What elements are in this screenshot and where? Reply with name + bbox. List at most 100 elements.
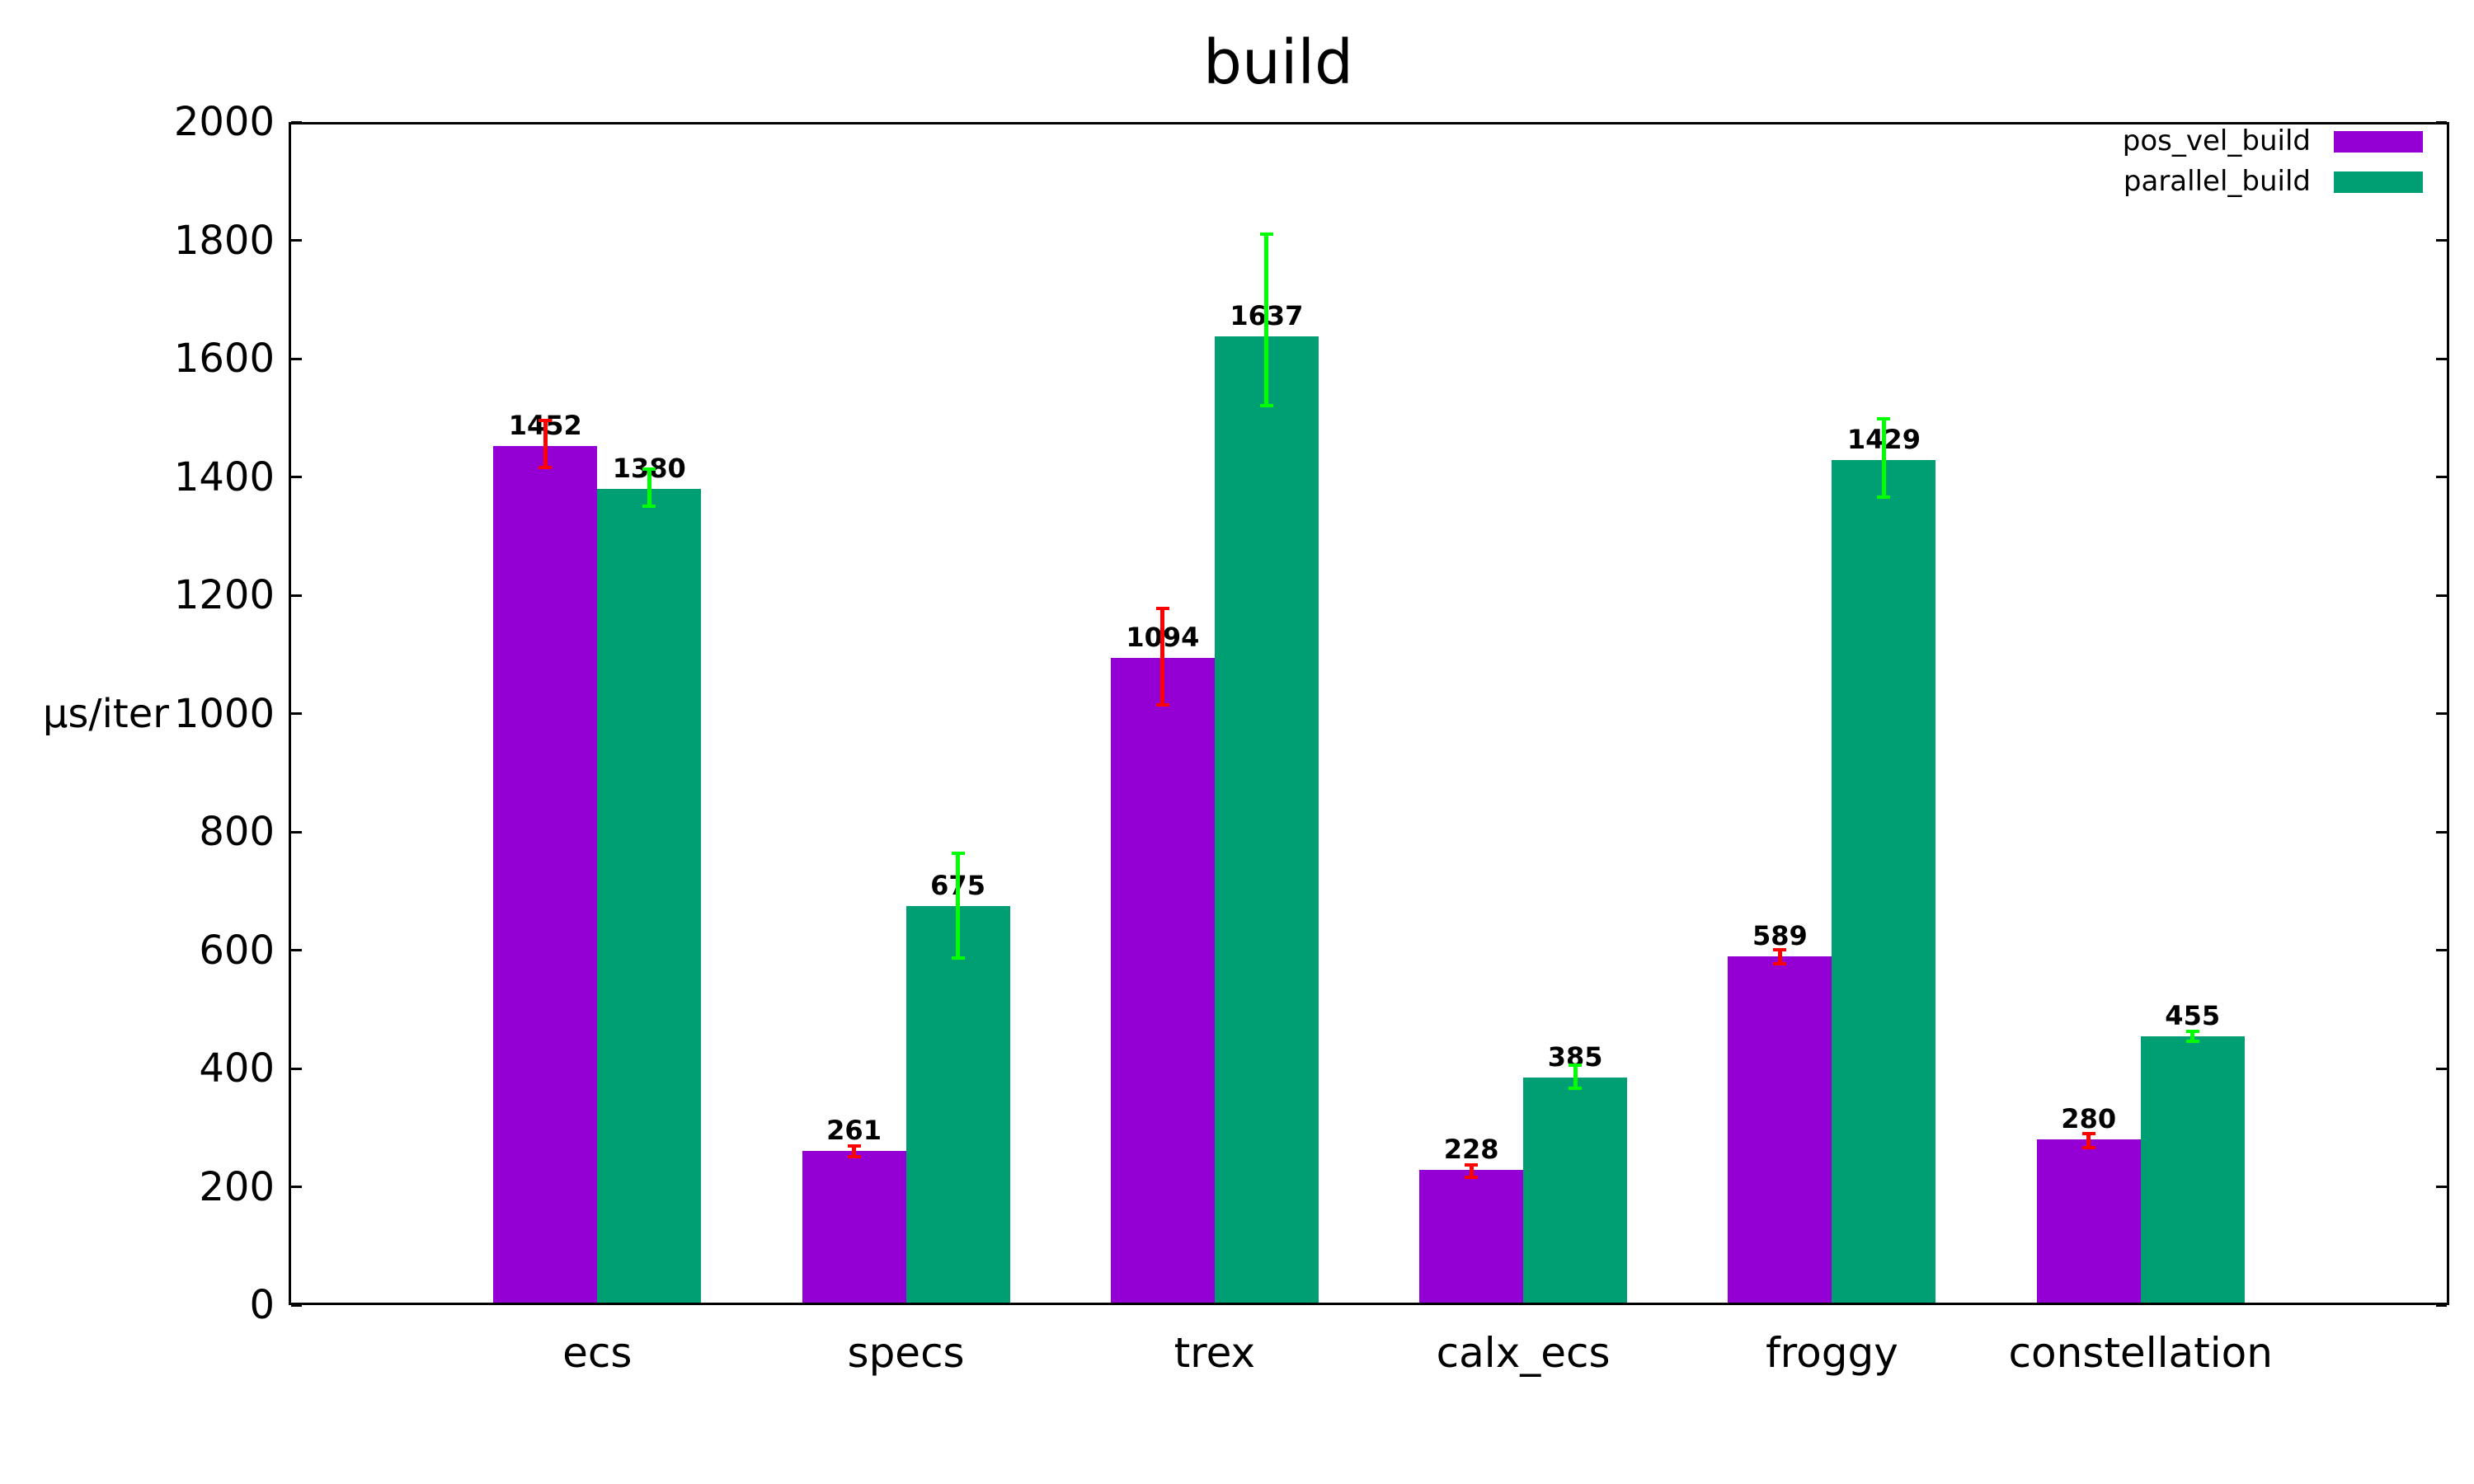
legend: pos_vel_build parallel_build — [2122, 124, 2423, 199]
bar-parallel_build-constellation — [2140, 1036, 2245, 1305]
error-bar-cap-bottom-parallel_build-calx_ecs — [1569, 1086, 1583, 1090]
error-bar-cap-bottom-pos_vel_build-specs — [847, 1154, 861, 1158]
bar-pos_vel_build-specs — [802, 1150, 906, 1305]
y-tick-label-1600: 1600 — [173, 336, 275, 382]
x-category-label-specs: specs — [847, 1329, 965, 1377]
error-bar-parallel_build-constellation — [2190, 1031, 2195, 1041]
error-bar-parallel_build-trex — [1264, 234, 1269, 406]
y-tick-mark-right-800 — [2436, 830, 2447, 834]
error-bar-cap-bottom-parallel_build-trex — [1259, 404, 1273, 408]
legend-swatch-parallel-build — [2334, 171, 2423, 193]
error-bar-cap-top-parallel_build-calx_ecs — [1569, 1063, 1583, 1067]
y-tick-mark-right-600 — [2436, 949, 2447, 951]
y-tick-mark-right-200 — [2436, 1186, 2447, 1188]
bar-pos_vel_build-constellation — [2036, 1139, 2141, 1305]
x-category-label-trex: trex — [1174, 1329, 1256, 1377]
value-label-pos_vel_build-constellation: 280 — [2061, 1103, 2117, 1135]
y-tick-label-200: 200 — [199, 1163, 275, 1210]
y-tick-mark-right-1000 — [2436, 712, 2447, 715]
error-bar-parallel_build-ecs — [647, 469, 651, 507]
error-bar-cap-bottom-pos_vel_build-calx_ecs — [1465, 1176, 1479, 1180]
value-label-pos_vel_build-specs: 261 — [826, 1114, 882, 1146]
error-bar-cap-top-parallel_build-froggy — [1877, 417, 1891, 421]
y-tick-label-400: 400 — [199, 1045, 275, 1092]
x-category-label-ecs: ecs — [562, 1329, 633, 1377]
error-bar-pos_vel_build-froggy — [1777, 949, 1782, 964]
y-tick-mark-left-600 — [291, 949, 302, 951]
y-tick-mark-right-0 — [2436, 1303, 2447, 1307]
bar-pos_vel_build-ecs — [493, 446, 598, 1305]
error-bar-cap-top-parallel_build-trex — [1259, 232, 1273, 237]
y-tick-mark-right-1600 — [2436, 357, 2447, 360]
error-bar-cap-top-pos_vel_build-ecs — [539, 418, 553, 422]
error-bar-cap-bottom-pos_vel_build-trex — [1155, 702, 1169, 707]
y-tick-mark-left-1200 — [291, 594, 302, 597]
y-axis-label: µs/iter — [42, 691, 169, 737]
legend-item-pos-vel-build: pos_vel_build — [2122, 124, 2423, 157]
x-category-label-froggy: froggy — [1766, 1329, 1898, 1377]
error-bar-pos_vel_build-constellation — [2086, 1133, 2091, 1148]
bar-parallel_build-calx_ecs — [1523, 1077, 1628, 1305]
y-tick-mark-left-200 — [291, 1186, 302, 1188]
y-tick-label-1200: 1200 — [173, 572, 275, 618]
error-bar-cap-top-parallel_build-constellation — [2185, 1029, 2199, 1033]
error-bar-parallel_build-froggy — [1881, 419, 1886, 497]
error-bar-cap-bottom-pos_vel_build-ecs — [539, 466, 553, 470]
x-category-label-calx_ecs: calx_ecs — [1436, 1329, 1611, 1377]
y-tick-mark-right-1200 — [2436, 594, 2447, 597]
bar-parallel_build-ecs — [597, 488, 702, 1305]
y-tick-mark-left-0 — [291, 1303, 302, 1307]
y-tick-mark-right-2000 — [2436, 120, 2447, 124]
bar-pos_vel_build-calx_ecs — [1419, 1170, 1524, 1305]
y-tick-label-1000: 1000 — [173, 690, 275, 737]
y-tick-label-600: 600 — [199, 927, 275, 974]
y-tick-mark-right-1400 — [2436, 476, 2447, 478]
bar-pos_vel_build-trex — [1110, 658, 1215, 1305]
y-tick-label-800: 800 — [199, 809, 275, 855]
y-tick-label-2000: 2000 — [173, 99, 275, 145]
y-tick-mark-left-1000 — [291, 712, 302, 715]
value-label-parallel_build-constellation: 455 — [2165, 999, 2221, 1031]
bar-parallel_build-trex — [1214, 336, 1319, 1305]
error-bar-cap-top-pos_vel_build-calx_ecs — [1465, 1162, 1479, 1167]
error-bar-cap-bottom-pos_vel_build-froggy — [1773, 962, 1787, 965]
error-bar-parallel_build-specs — [956, 852, 961, 958]
error-bar-cap-top-parallel_build-specs — [951, 851, 965, 855]
legend-swatch-pos-vel-build — [2334, 130, 2423, 153]
bar-parallel_build-froggy — [1832, 459, 1936, 1305]
chart-title: build — [1203, 27, 1353, 98]
error-bar-cap-bottom-parallel_build-froggy — [1877, 495, 1891, 499]
value-label-pos_vel_build-calx_ecs: 228 — [1443, 1134, 1499, 1166]
legend-label-parallel-build: parallel_build — [2123, 165, 2311, 199]
error-bar-cap-bottom-pos_vel_build-constellation — [2081, 1146, 2095, 1150]
y-tick-mark-left-400 — [291, 1067, 302, 1070]
error-bar-parallel_build-calx_ecs — [1573, 1064, 1578, 1088]
y-tick-label-0: 0 — [249, 1282, 275, 1328]
y-tick-label-1800: 1800 — [173, 217, 275, 264]
error-bar-cap-bottom-parallel_build-specs — [951, 956, 965, 960]
error-bar-cap-top-pos_vel_build-froggy — [1773, 947, 1787, 951]
x-category-label-constellation: constellation — [2008, 1329, 2273, 1377]
error-bar-cap-bottom-parallel_build-ecs — [642, 505, 656, 509]
error-bar-pos_vel_build-specs — [852, 1145, 857, 1157]
y-tick-mark-left-1600 — [291, 357, 302, 360]
y-tick-mark-right-1800 — [2436, 239, 2447, 242]
y-tick-mark-left-1800 — [291, 239, 302, 242]
error-bar-cap-top-pos_vel_build-specs — [847, 1144, 861, 1148]
y-tick-label-1400: 1400 — [173, 453, 275, 500]
legend-label-pos-vel-build: pos_vel_build — [2122, 124, 2311, 157]
error-bar-pos_vel_build-ecs — [543, 420, 548, 467]
error-bar-cap-top-pos_vel_build-trex — [1155, 606, 1169, 610]
error-bar-cap-top-parallel_build-ecs — [642, 467, 656, 472]
bar-pos_vel_build-froggy — [1728, 956, 1832, 1305]
y-tick-mark-left-1400 — [291, 476, 302, 478]
error-bar-pos_vel_build-trex — [1160, 608, 1165, 705]
y-tick-mark-right-400 — [2436, 1067, 2447, 1070]
error-bar-cap-bottom-parallel_build-constellation — [2185, 1039, 2199, 1043]
legend-item-parallel-build: parallel_build — [2123, 165, 2423, 199]
y-tick-mark-left-800 — [291, 830, 302, 834]
y-tick-mark-left-2000 — [291, 120, 302, 124]
value-label-pos_vel_build-froggy: 589 — [1752, 920, 1808, 952]
error-bar-pos_vel_build-calx_ecs — [1469, 1164, 1474, 1177]
